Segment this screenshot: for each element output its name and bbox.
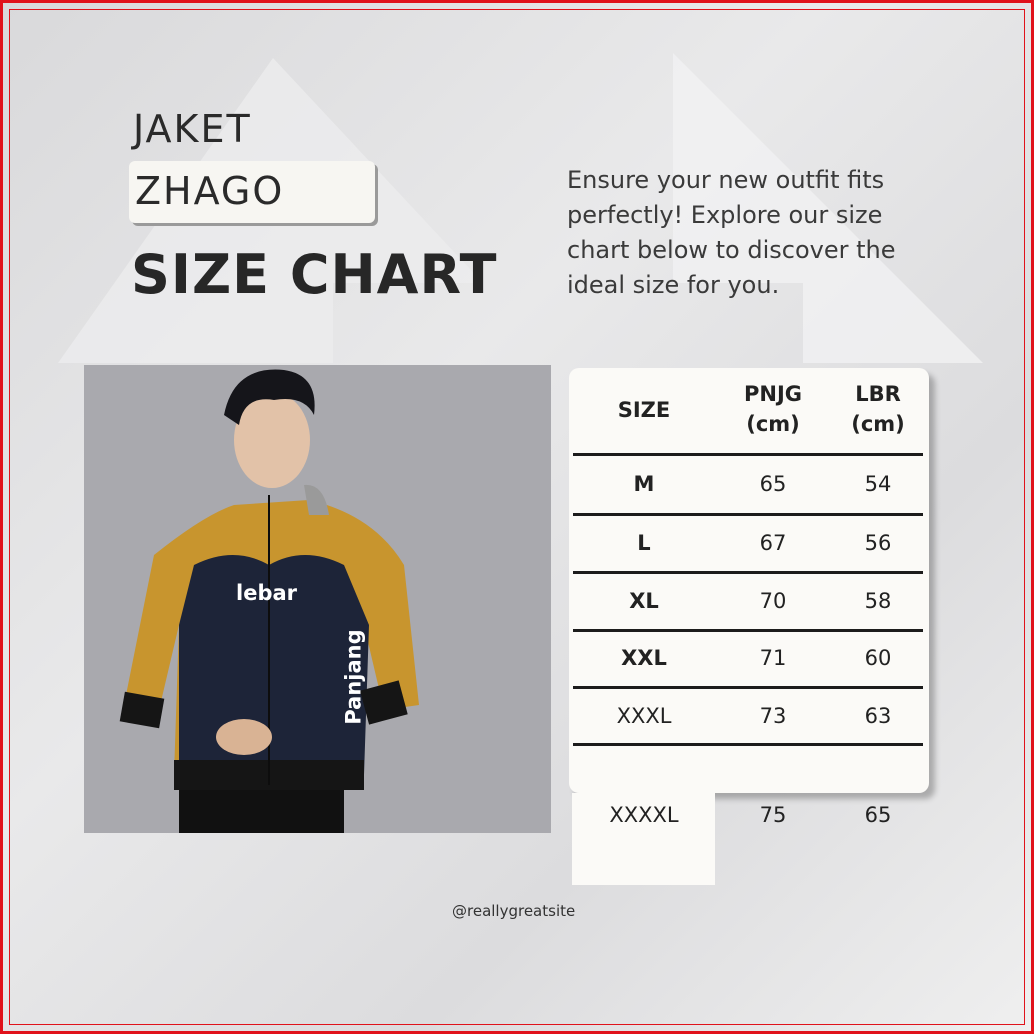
row-divider xyxy=(573,513,923,516)
length-label: Panjang xyxy=(341,629,366,725)
cell-length: 70 xyxy=(759,589,787,613)
model-photo: lebar Panjang xyxy=(84,365,551,833)
cell-length: 71 xyxy=(759,646,787,670)
jacket-illustration xyxy=(119,369,419,833)
inner-border xyxy=(9,9,1025,1025)
row-divider xyxy=(573,571,923,574)
cell-width: 65 xyxy=(864,803,892,827)
cell-width: 54 xyxy=(864,472,892,496)
description: Ensure your new outfit fits perfectly! E… xyxy=(567,166,896,299)
width-label: lebar xyxy=(236,581,298,605)
header-width-label: LBR xyxy=(855,382,901,406)
cell-size: XXXXL xyxy=(609,803,679,827)
header-width: LBR (cm) xyxy=(851,379,905,439)
row-divider xyxy=(573,686,923,689)
cell-length: 65 xyxy=(759,472,787,496)
cell-width: 63 xyxy=(864,704,892,728)
size-table-panel xyxy=(569,368,929,793)
cell-size: L xyxy=(637,531,651,555)
cell-size: M xyxy=(633,472,655,496)
cell-length: 75 xyxy=(759,803,787,827)
size-table-last-cell xyxy=(572,793,715,885)
cell-length: 67 xyxy=(759,531,787,555)
cell-size: XL xyxy=(629,589,659,613)
header-size: SIZE xyxy=(617,398,671,422)
row-divider xyxy=(573,743,923,746)
row-divider xyxy=(573,453,923,456)
cell-width: 56 xyxy=(864,531,892,555)
cell-width: 58 xyxy=(864,589,892,613)
cell-length: 73 xyxy=(759,704,787,728)
title-size-chart: SIZE CHART xyxy=(131,243,498,306)
cell-size: XXXL xyxy=(616,704,672,728)
header-width-unit: (cm) xyxy=(851,412,905,436)
title-jaket: JAKET xyxy=(133,107,252,151)
cell-size: XXL xyxy=(621,646,667,670)
row-divider xyxy=(573,629,923,632)
title-zhago: ZHAGO xyxy=(135,169,285,213)
title-highlight-box xyxy=(129,161,375,223)
website-handle: @reallygreatsite xyxy=(452,902,576,920)
header-length-unit: (cm) xyxy=(746,412,800,436)
header-length-label: PNJG xyxy=(743,382,803,406)
header-length: PNJG (cm) xyxy=(744,379,802,439)
cell-width: 60 xyxy=(864,646,892,670)
